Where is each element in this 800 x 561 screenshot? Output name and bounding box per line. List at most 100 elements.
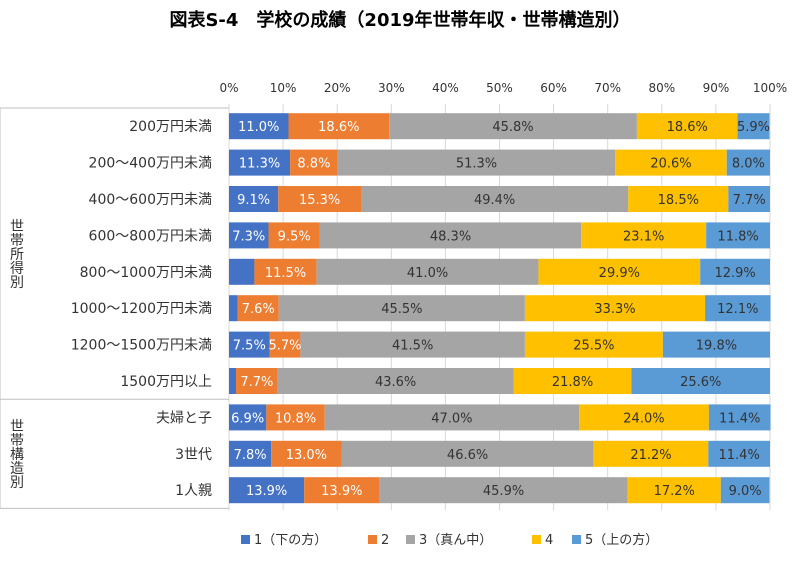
group-label: 世帯所得別 bbox=[8, 219, 24, 290]
bar-segment bbox=[361, 186, 629, 212]
category-label: 800～1000万円未満 bbox=[80, 265, 212, 281]
bar-segment bbox=[513, 368, 632, 394]
bar-segment bbox=[728, 186, 770, 212]
bar-segment bbox=[300, 331, 525, 358]
legend-label: 1（下の方） bbox=[254, 532, 327, 548]
data-label: 45.5% bbox=[381, 302, 422, 317]
chart-title: 図表S-4 学校の成績（2019年世帯年収・世帯構造別） bbox=[169, 9, 630, 31]
bar-segment bbox=[737, 113, 770, 140]
bar-segment bbox=[237, 295, 279, 322]
data-label: 7.7% bbox=[240, 375, 273, 390]
x-tick-label: 30% bbox=[378, 81, 405, 95]
bar-segment bbox=[700, 258, 770, 285]
data-label: 7.8% bbox=[234, 448, 267, 463]
bar-segment bbox=[229, 222, 269, 249]
bar-segment bbox=[229, 368, 237, 394]
data-label: 13.0% bbox=[286, 448, 327, 463]
bar-segment bbox=[277, 368, 514, 394]
x-tick-label: 10% bbox=[270, 81, 297, 95]
data-label: 21.8% bbox=[552, 375, 593, 390]
category-label: 1200～1500万円未満 bbox=[71, 338, 212, 354]
x-tick-label: 40% bbox=[432, 81, 459, 95]
bar-segment bbox=[579, 404, 709, 431]
x-tick-label: 80% bbox=[648, 81, 675, 95]
bar-segment bbox=[229, 295, 238, 322]
data-label: 11.5% bbox=[265, 266, 306, 281]
bar-segment bbox=[389, 113, 637, 140]
data-label: 12.1% bbox=[717, 302, 758, 317]
bar-segment bbox=[628, 186, 729, 212]
data-label: 15.3% bbox=[299, 193, 340, 208]
bar-segment bbox=[266, 404, 325, 431]
category-label: 600～800万円未満 bbox=[89, 228, 212, 244]
data-label: 7.6% bbox=[242, 302, 275, 317]
data-label: 11.4% bbox=[719, 448, 760, 463]
bar-segment bbox=[581, 222, 707, 249]
data-label: 45.8% bbox=[492, 120, 533, 135]
data-label: 6.9% bbox=[231, 411, 264, 426]
category-label: 3世代 bbox=[175, 447, 212, 463]
bars bbox=[229, 113, 771, 504]
data-label: 12.9% bbox=[714, 266, 755, 281]
category-label: 200万円未満 bbox=[129, 119, 212, 135]
bar-segment bbox=[705, 295, 771, 322]
data-label: 5.9% bbox=[737, 120, 770, 135]
data-label: 49.4% bbox=[474, 193, 515, 208]
bar-segment bbox=[636, 113, 738, 140]
bar-segment bbox=[524, 295, 706, 322]
legend-swatch bbox=[572, 535, 581, 544]
data-label: 9.5% bbox=[278, 229, 311, 244]
category-label: 200～400万円未満 bbox=[89, 156, 212, 172]
bar-segment bbox=[229, 440, 272, 467]
bar-segment bbox=[627, 477, 721, 504]
data-label: 11.8% bbox=[717, 229, 758, 244]
bar-segment bbox=[708, 404, 771, 431]
bar-segment bbox=[319, 222, 582, 249]
legend-label: 3（真ん中） bbox=[419, 533, 492, 548]
bar-segment bbox=[662, 331, 770, 358]
x-tick-label: 50% bbox=[486, 81, 513, 95]
bar-segment bbox=[290, 149, 338, 176]
bar-segment bbox=[615, 149, 727, 176]
data-label: 43.6% bbox=[375, 375, 416, 390]
data-label: 7.3% bbox=[232, 229, 265, 244]
data-label: 46.6% bbox=[447, 448, 488, 463]
bar-segment bbox=[341, 440, 594, 467]
legend-swatch bbox=[241, 535, 250, 544]
bar-segment bbox=[593, 440, 709, 467]
data-label: 9.1% bbox=[237, 193, 270, 208]
data-labels: 11.0% 18.6% 45.8% 18.6% 5.9% 11.3% 8.8% 51.3% 20… bbox=[231, 120, 770, 499]
bar-segment bbox=[229, 113, 289, 140]
data-label: 11.3% bbox=[239, 157, 280, 172]
data-label: 47.0% bbox=[431, 411, 472, 426]
category-label: 400～600万円未満 bbox=[89, 192, 212, 208]
data-label: 51.3% bbox=[456, 157, 497, 172]
bar-segment bbox=[236, 368, 278, 394]
bar-segment bbox=[720, 477, 770, 504]
data-label: 21.2% bbox=[630, 448, 671, 463]
bar-segment bbox=[229, 477, 305, 504]
bar-segment bbox=[229, 149, 291, 176]
data-label: 23.1% bbox=[623, 229, 664, 244]
legend-label: 4 bbox=[545, 533, 553, 548]
bar-segment bbox=[337, 149, 616, 176]
x-tick-label: 60% bbox=[540, 81, 567, 95]
data-label: 41.5% bbox=[392, 339, 433, 354]
data-label: 17.2% bbox=[654, 484, 695, 499]
category-label: 1人親 bbox=[175, 483, 212, 499]
bar-segment bbox=[288, 113, 390, 140]
legend: 1（下の方） 2 3（真ん中） 4 5（上の方） bbox=[241, 532, 658, 548]
data-label: 11.4% bbox=[719, 411, 760, 426]
bar-segment bbox=[229, 404, 267, 431]
bar-segment bbox=[631, 368, 770, 394]
data-label: 19.8% bbox=[696, 339, 737, 354]
bar-segment bbox=[379, 477, 628, 504]
data-label: 25.5% bbox=[573, 339, 614, 354]
category-label: 夫婦と子 bbox=[156, 409, 212, 426]
data-label: 10.8% bbox=[275, 411, 316, 426]
data-label: 5.7% bbox=[268, 339, 301, 354]
data-label: 25.6% bbox=[680, 375, 721, 390]
data-label: 45.9% bbox=[483, 484, 524, 499]
